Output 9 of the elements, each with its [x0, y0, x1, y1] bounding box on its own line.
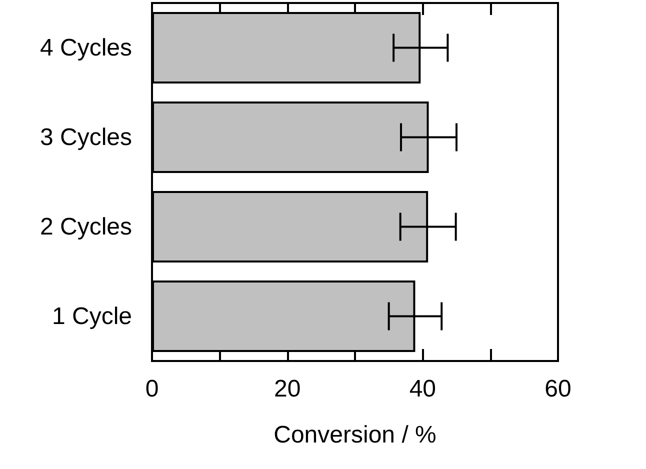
y-tick-label: 1 Cycle	[52, 302, 132, 330]
x-tick-label: 20	[274, 376, 301, 402]
y-tick-label: 3 Cycles	[40, 124, 132, 151]
y-tick-label: 4 Cycles	[40, 34, 132, 62]
x-tick-label: 60	[544, 376, 572, 402]
x-tick-label: 0	[145, 376, 159, 402]
x-axis-title: Conversion / %	[274, 422, 436, 448]
y-tick-label: 2 Cycles	[40, 213, 132, 240]
x-tick-label: 40	[409, 376, 436, 402]
